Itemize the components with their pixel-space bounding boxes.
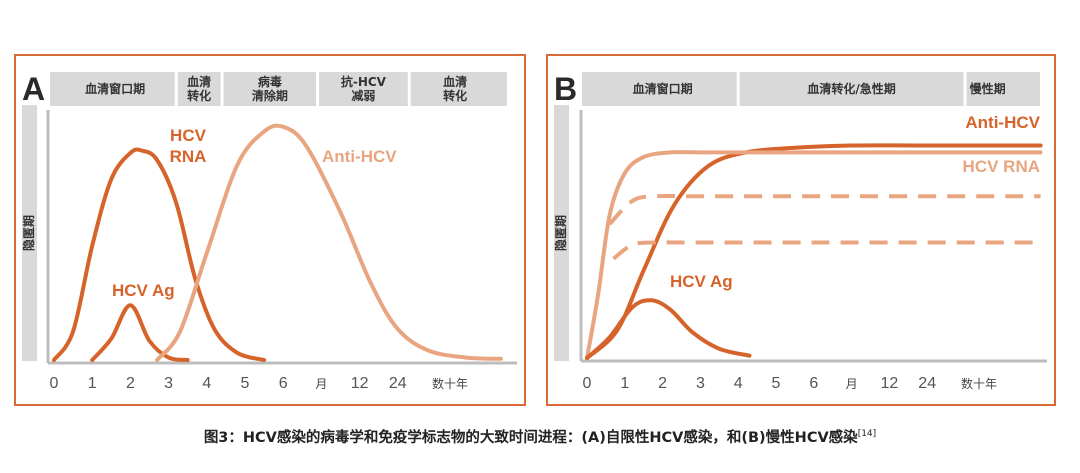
panel-frame [546, 54, 1056, 406]
phase-label: 抗-HCV [341, 74, 387, 89]
x-tick-label: 数十年 [961, 376, 997, 391]
x-tick-label: 1 [620, 375, 629, 392]
x-tick-label: 6 [279, 375, 288, 392]
latency-label: 隐匿期 [21, 215, 36, 251]
phase-label: 转化 [187, 88, 211, 103]
x-tick-label: 12 [351, 375, 369, 392]
x-tick-label: 3 [164, 375, 173, 392]
phase-label: 血清窗口期 [633, 81, 693, 96]
series-line [612, 240, 1041, 261]
x-tick-label: 0 [50, 375, 59, 392]
panel-letter: B [554, 71, 577, 107]
series-label: HCV [170, 126, 207, 145]
caption-text: 图3：HCV感染的病毒学和免疫学标志物的大致时间进程：(A)自限性HCV感染，和… [203, 430, 858, 446]
x-tick-label: 24 [918, 375, 936, 392]
caption-reference: [14] [857, 429, 877, 440]
x-tick-label: 4 [202, 375, 211, 392]
panel-frame [14, 54, 526, 406]
phase-label: 病毒 [258, 74, 282, 89]
latency-label: 隐匿期 [553, 215, 568, 251]
series-label: RNA [170, 147, 207, 166]
phase-label: 血清窗口期 [85, 81, 145, 96]
x-tick-label: 5 [772, 375, 781, 392]
series-label: Anti-HCV [965, 113, 1040, 132]
series-line [585, 298, 752, 360]
phase-bar [50, 72, 507, 106]
phase-label: 血清 [187, 74, 211, 89]
phase-label: 血清 [443, 74, 467, 89]
series-line [585, 150, 1043, 360]
series-label: Anti-HCV [322, 147, 397, 166]
x-tick-label: 3 [696, 375, 705, 392]
x-tick-label: 月 [846, 377, 858, 391]
x-tick-label: 12 [881, 375, 899, 392]
phase-label: 血清转化/急性期 [807, 81, 895, 96]
latency-bar [554, 105, 569, 361]
x-tick-label: 2 [126, 375, 135, 392]
series-label: HCV Ag [112, 281, 175, 300]
series-label: HCV Ag [670, 272, 733, 291]
x-tick-label: 24 [389, 375, 407, 392]
phase-label: 慢性期 [970, 81, 1006, 96]
figure-caption: 图3：HCV感染的病毒学和免疫学标志物的大致时间进程：(A)自限性HCV感染，和… [0, 426, 1080, 447]
x-tick-label: 0 [583, 375, 592, 392]
x-tick-label: 6 [809, 375, 818, 392]
series-line [52, 147, 267, 362]
phase-label: 转化 [443, 88, 467, 103]
x-tick-label: 月 [315, 377, 327, 391]
phase-label: 清除期 [252, 88, 288, 103]
phase-label: 减弱 [351, 88, 375, 103]
series-label: HCV RNA [963, 157, 1040, 176]
latency-bar [22, 105, 37, 361]
x-tick-label: 2 [658, 375, 667, 392]
x-tick-label: 4 [734, 375, 743, 392]
series-line [585, 143, 1043, 360]
x-tick-label: 数十年 [432, 376, 468, 391]
panel-letter: A [22, 71, 45, 107]
x-tick-label: 5 [241, 375, 250, 392]
series-line [608, 193, 1041, 226]
x-tick-label: 1 [88, 375, 97, 392]
series-line [155, 123, 503, 362]
series-line [90, 303, 190, 362]
